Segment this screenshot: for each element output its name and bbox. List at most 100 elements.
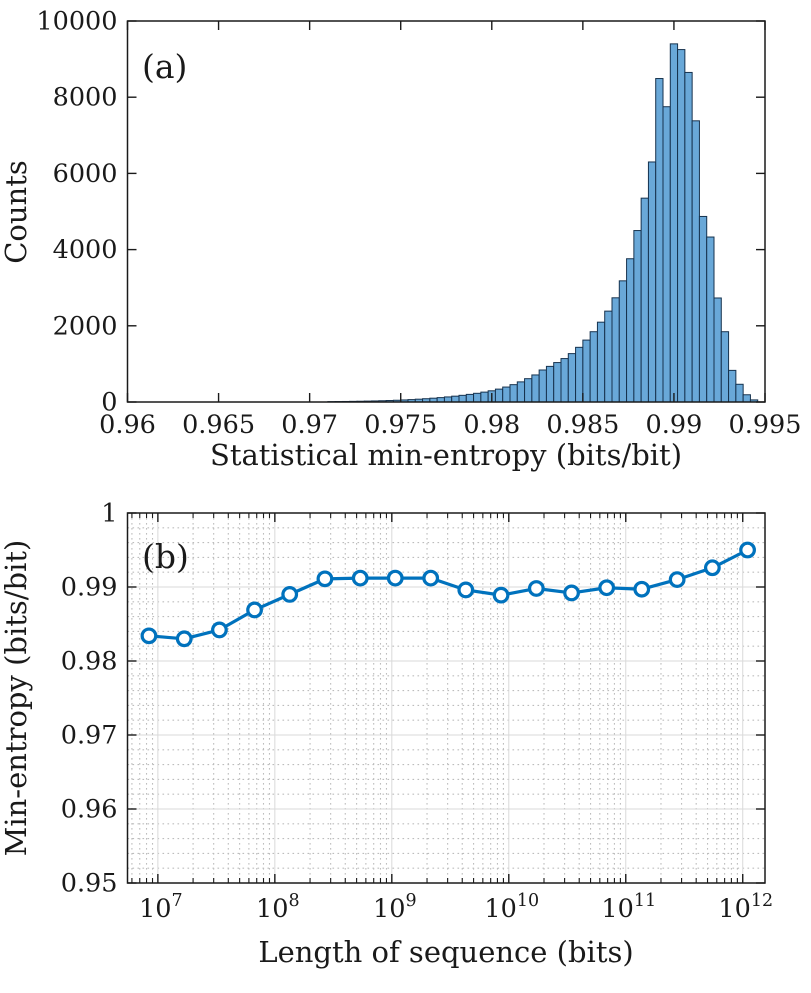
panel-a-xlabel: Statistical min-entropy (bits/bit): [210, 438, 682, 472]
histogram-bar: [728, 369, 737, 403]
data-marker: [351, 569, 369, 587]
histogram-bar: [582, 339, 591, 403]
panel-a-letter: (a): [142, 47, 187, 86]
plot-box: [126, 512, 766, 884]
histogram-bar: [443, 396, 453, 403]
data-marker: [422, 569, 440, 587]
histogram-bar: [742, 394, 751, 403]
x-tick-label: 1012: [718, 891, 773, 924]
histogram-bar: [669, 43, 679, 403]
histogram-bar: [706, 236, 715, 403]
panel-b-xlabel: Length of sequence (bits): [258, 935, 633, 969]
y-tick-label: 8000: [53, 83, 118, 113]
histogram-bar: [553, 362, 562, 403]
histogram-bar: [473, 392, 482, 403]
histogram-bar: [465, 393, 475, 403]
histogram-bar: [545, 365, 555, 403]
data-marker: [281, 586, 299, 603]
histogram-bar: [611, 297, 620, 403]
data-marker: [316, 570, 334, 588]
data-marker: [457, 581, 475, 599]
histogram-bar: [618, 280, 628, 403]
histogram-bar: [560, 358, 569, 403]
x-tick-label: 107: [139, 891, 183, 924]
histogram-bar: [640, 197, 649, 403]
lineplot-tick-labels: 107 108 109 1010 1011 1012 0.95 0.96 0.97 0.98 0.9…: [61, 499, 773, 925]
y-tick-label: 1: [101, 499, 117, 529]
histogram-bar: [691, 120, 700, 403]
y-tick-label: 0.98: [61, 647, 118, 677]
y-tick-label: 0.97: [61, 721, 118, 751]
y-tick-label: 0.96: [61, 795, 118, 825]
data-marker: [563, 584, 580, 602]
x-tick-label: 0.97: [281, 410, 338, 440]
y-tick-label: 2000: [53, 311, 118, 341]
x-tick-label: 108: [256, 891, 300, 924]
x-tick-label: 0.985: [546, 410, 619, 440]
histogram-bar: [502, 386, 511, 403]
x-tick-label: 0.99: [646, 410, 703, 440]
histogram-bar: [604, 310, 613, 403]
y-tick-label: 0.95: [61, 869, 118, 899]
histogram-bar: [531, 374, 540, 403]
histogram-bar: [538, 369, 547, 403]
histogram-bar: [589, 331, 598, 403]
data-marker: [633, 580, 651, 598]
histogram-axes: [126, 20, 766, 403]
data-marker: [492, 586, 510, 604]
histogram-bar: [509, 384, 518, 403]
histogram-bar: [596, 321, 606, 403]
histogram-bar: [647, 161, 657, 403]
y-tick-label: 4000: [53, 235, 118, 265]
histogram-bar: [494, 388, 504, 403]
data-marker: [175, 630, 193, 648]
histogram-bar: [626, 258, 635, 403]
histogram-bar: [720, 331, 730, 403]
lineplot-axes: [126, 512, 766, 884]
histogram-bar: [516, 381, 526, 403]
histogram-bar: [480, 391, 489, 403]
panel-b-letter: (b): [142, 537, 189, 576]
x-tick-label: 0.96: [99, 410, 156, 440]
y-tick-label: 6000: [53, 159, 118, 189]
histogram-bar: [451, 395, 460, 403]
x-tick-label: 0.965: [182, 410, 255, 440]
panel-a-ylabel: Counts: [0, 160, 33, 264]
data-line: [147, 548, 750, 641]
data-marker: [246, 601, 263, 619]
histogram-bar: [677, 49, 686, 403]
panel-b-ylabel: Min-entropy (bits/bit): [0, 540, 33, 857]
x-tick-label: 109: [373, 891, 417, 924]
histogram-bar: [575, 346, 584, 403]
x-tick-label: 1010: [484, 891, 539, 924]
y-tick-label: 0: [101, 388, 117, 418]
histogram-bar: [735, 383, 744, 403]
data-marker: [386, 569, 404, 587]
y-tick-label: 10000: [36, 7, 117, 37]
data-marker: [739, 541, 756, 559]
histogram-bar: [524, 378, 533, 403]
histogram-bar: [567, 353, 577, 403]
data-marker: [211, 621, 228, 639]
x-tick-label: 0.995: [728, 410, 801, 440]
histogram-bar: [713, 297, 722, 403]
data-marker: [140, 627, 158, 645]
histogram-bar: [458, 394, 467, 403]
histogram-bar: [684, 71, 693, 403]
lineplot-series: [140, 541, 756, 648]
histogram-bar: [698, 215, 708, 403]
histogram-bar: [655, 78, 664, 403]
x-tick-label: 0.975: [364, 410, 437, 440]
histogram-tick-labels: 0.96 0.965 0.97 0.975 0.98 0.985 0.99 0.995 0 200…: [36, 7, 801, 441]
y-tick-label: 0.99: [61, 573, 118, 603]
data-marker: [703, 559, 721, 577]
histogram-bar: [662, 106, 671, 403]
histogram-bar: [633, 230, 642, 403]
histogram-bars: [327, 43, 759, 403]
data-marker: [527, 580, 545, 597]
plot-box: [126, 20, 766, 403]
x-tick-label: 1011: [601, 891, 656, 924]
data-marker: [668, 571, 686, 588]
